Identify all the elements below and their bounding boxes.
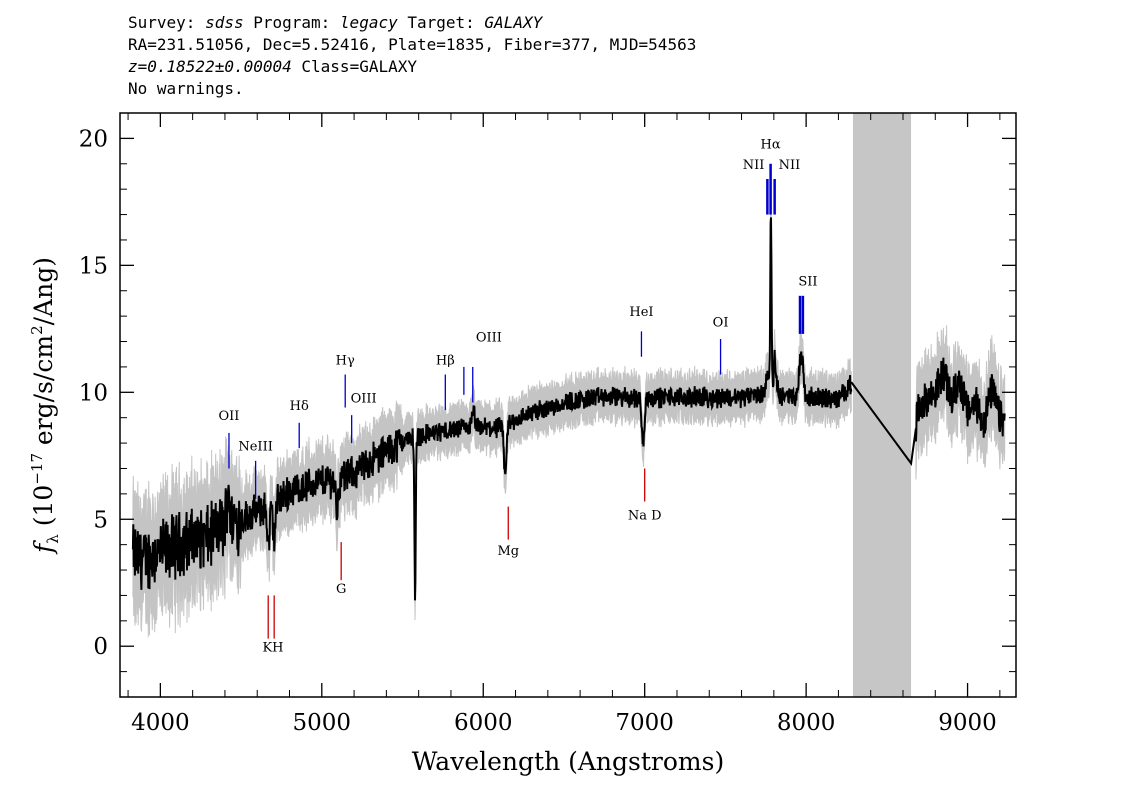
masked-region [852, 113, 912, 697]
plot-frame [119, 112, 1017, 698]
line-label-16: H [272, 640, 283, 655]
target-value: GALAXY [484, 13, 543, 32]
y-tick-label-0: 0 [93, 634, 108, 660]
y-tick-label-20: 20 [79, 126, 108, 152]
line-label-9: OI [713, 315, 729, 330]
line-label-19: Na D [628, 508, 662, 523]
line-label-13: SII [798, 275, 817, 290]
y-label-pre: (10 [29, 485, 58, 535]
line-label-1: NeIII [238, 440, 272, 455]
masked-region-band [852, 113, 912, 697]
y-axis-label: fλ (10−17 erg/s/cm2/Ang) [28, 257, 62, 555]
header-line-survey: Survey: sdss Program: legacy Target: GAL… [128, 12, 696, 34]
y-label-exp2: 2 [28, 325, 46, 335]
line-markers: OII NeIII Hδ Hγ OIII Hβ OIII HeI OI NII Hα NII SII K H… [219, 138, 818, 656]
line-label-3: Hγ [336, 353, 355, 368]
class-value: Class=GALAXY [291, 57, 417, 76]
flux-series [131, 217, 1006, 601]
line-label-0: OII [219, 409, 240, 424]
program-label: Program: [243, 13, 340, 32]
x-tick-label-4000: 4000 [131, 710, 190, 736]
survey-value: sdss [205, 13, 244, 32]
header-line-coords: RA=231.51056, Dec=5.52416, Plate=1835, F… [128, 35, 697, 54]
line-label-11: Hα [761, 138, 781, 153]
line-label-10: NII [743, 158, 765, 173]
line-label-5: Hβ [436, 353, 455, 368]
line-label-4: OIII [351, 391, 377, 406]
header-line-redshift: z=0.18522±0.00004 Class=GALAXY [128, 56, 696, 78]
flux-line-blue-side [131, 217, 853, 601]
flux-line-interpolated [850, 381, 917, 466]
header-line-warnings: No warnings. [128, 79, 244, 98]
y-label-exp1: −17 [28, 453, 46, 485]
redshift-value: z=0.18522±0.00004 [128, 57, 292, 76]
x-tick-label-6000: 6000 [454, 710, 513, 736]
flux-line-red-side [914, 357, 1006, 442]
y-label-mid: erg/s/cm [29, 335, 58, 453]
x-tick-label-7000: 7000 [615, 710, 674, 736]
target-label: Target: [397, 13, 485, 32]
spectrum-header: Survey: sdss Program: legacy Target: GAL… [128, 12, 696, 100]
error-band-blue-side [132, 196, 852, 638]
error-band-red-side [915, 325, 1006, 480]
y-label-f: f [29, 540, 58, 555]
y-label-post: /Ang) [29, 257, 58, 325]
line-label-15: K [262, 640, 272, 655]
x-tick-label-9000: 9000 [938, 710, 997, 736]
program-value: legacy [339, 13, 398, 32]
line-label-17: G [336, 582, 346, 597]
line-label-18: Mg [497, 544, 519, 559]
survey-label: Survey: [128, 13, 206, 32]
y-tick-label-5: 5 [93, 507, 108, 533]
y-tick-label-15: 15 [79, 253, 108, 279]
x-tick-label-8000: 8000 [777, 710, 836, 736]
x-axis-label: Wavelength (Angstroms) [412, 747, 724, 776]
y-label-sub: λ [44, 534, 62, 544]
line-label-2: Hδ [290, 399, 309, 414]
line-label-12: NII [779, 158, 801, 173]
line-label-8: HeI [629, 305, 653, 320]
x-tick-label-5000: 5000 [293, 710, 352, 736]
y-tick-label-10: 10 [79, 380, 108, 406]
line-label-6: OIII [476, 331, 502, 346]
axis-ticks: 4000 5000 6000 7000 8000 9000 0 5 10 15 20 [79, 112, 1016, 736]
